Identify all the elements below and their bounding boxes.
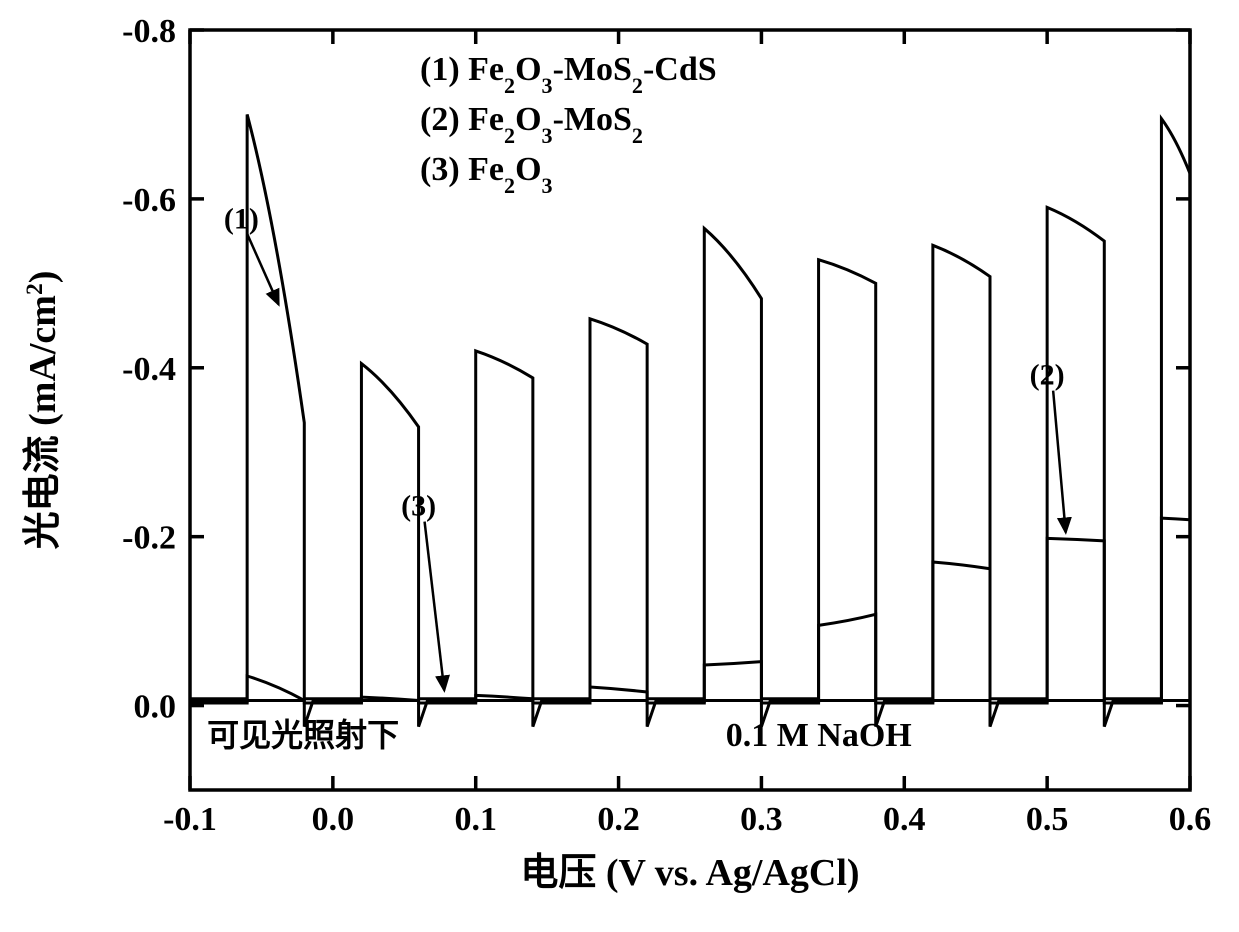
annotation-1-label: (1)	[224, 202, 259, 235]
x-tick-label: 0.4	[883, 801, 926, 838]
x-tick-label: 0.5	[1026, 801, 1069, 838]
x-tick-label: 0.6	[1169, 801, 1212, 838]
annotation-3-label: (3)	[401, 490, 436, 523]
x-tick-label: 0.3	[740, 801, 783, 838]
annotation-2-label: (2)	[1030, 359, 1065, 392]
y-tick-label: -0.2	[122, 520, 176, 557]
x-tick-label: 0.1	[454, 801, 497, 838]
annotation-electrolyte: 0.1 M NaOH	[726, 717, 912, 754]
x-axis-label: 电压 (V vs. Ag/AgCl)	[520, 852, 859, 894]
y-tick-label: -0.8	[122, 13, 176, 50]
x-tick-label: -0.1	[163, 801, 217, 838]
y-tick-label: 0.0	[134, 689, 177, 726]
annotation-visible-light: 可见光照射下	[207, 717, 399, 753]
x-tick-label: 0.0	[312, 801, 355, 838]
y-tick-label: -0.6	[122, 182, 176, 219]
y-axis-label: 光电流 (mA/cm2)	[22, 271, 64, 550]
y-tick-label: -0.4	[122, 351, 176, 388]
photocurrent-voltage-chart: -0.1 0.0 0.1 0.2 0.3 0.4 0.5 0.6 0.0 -0.2 -0.4 -0.6…	[0, 0, 1239, 932]
x-tick-label: 0.2	[597, 801, 640, 838]
